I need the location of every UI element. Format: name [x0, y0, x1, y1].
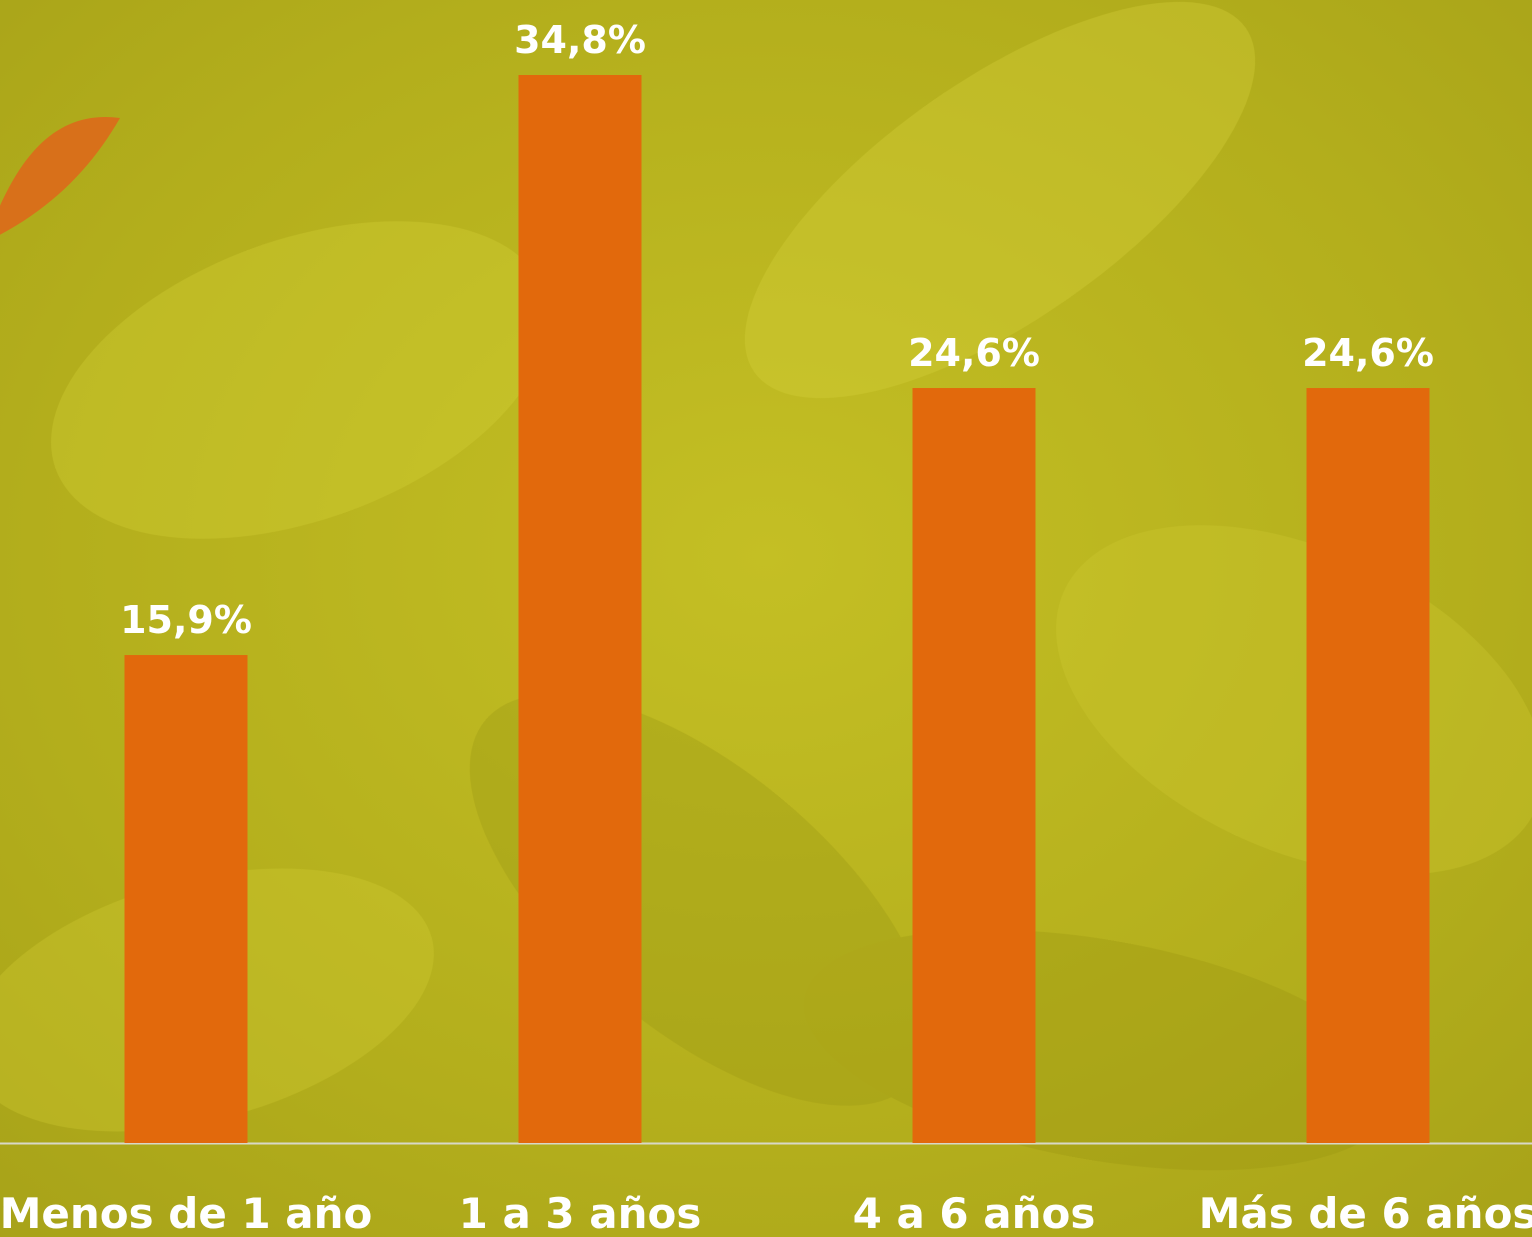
bar — [125, 655, 248, 1143]
bar — [519, 75, 642, 1143]
chart: 15,9% Menos de 1 año 34,8% 1 a 3 años 24,6% 4… — [0, 0, 1532, 1237]
x-tick-label: Más de 6 años — [1199, 1189, 1532, 1237]
x-tick-label: 1 a 3 años — [459, 1189, 702, 1237]
value-label: 34,8% — [514, 18, 646, 62]
value-label: 24,6% — [1302, 331, 1434, 375]
page: {"chart_data": {"type": "bar", "categori… — [0, 0, 1532, 1237]
x-tick-label: 4 a 6 años — [853, 1189, 1096, 1237]
bar — [913, 388, 1036, 1143]
value-label: 15,9% — [120, 598, 252, 642]
x-tick-label: Menos de 1 año — [0, 1189, 372, 1237]
bar — [1307, 388, 1430, 1143]
value-label: 24,6% — [908, 331, 1040, 375]
